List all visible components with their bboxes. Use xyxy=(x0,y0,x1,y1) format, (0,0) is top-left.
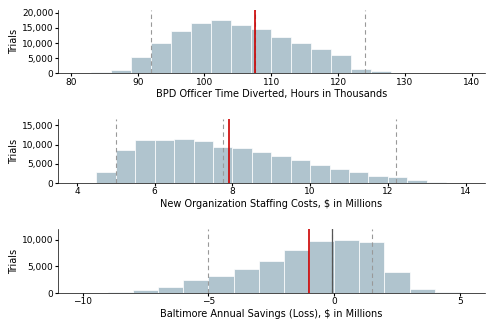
Bar xyxy=(183,280,208,293)
Bar xyxy=(332,55,351,73)
Bar xyxy=(96,172,116,183)
Bar xyxy=(252,152,271,183)
Bar xyxy=(290,160,310,183)
Bar xyxy=(271,37,291,73)
Bar xyxy=(349,172,368,183)
Bar xyxy=(116,150,135,183)
Bar xyxy=(151,43,171,73)
Bar xyxy=(388,177,407,183)
Y-axis label: Trials: Trials xyxy=(9,29,19,54)
Bar xyxy=(231,25,251,73)
Bar xyxy=(384,272,409,293)
Bar xyxy=(426,182,446,183)
Bar xyxy=(284,251,309,293)
Bar xyxy=(258,261,284,293)
Bar xyxy=(191,23,211,73)
Bar xyxy=(158,287,183,293)
Bar xyxy=(392,72,411,73)
Bar xyxy=(174,139,194,183)
Bar xyxy=(292,43,312,73)
Bar xyxy=(312,49,332,73)
Bar xyxy=(111,70,131,73)
Y-axis label: Trials: Trials xyxy=(9,249,19,274)
Bar xyxy=(133,290,158,293)
Bar xyxy=(171,31,191,73)
Bar xyxy=(271,156,290,183)
Bar xyxy=(410,289,434,293)
Bar xyxy=(213,147,233,183)
Bar xyxy=(408,180,426,183)
Bar xyxy=(131,57,151,73)
Bar xyxy=(309,241,334,293)
Bar xyxy=(310,165,330,183)
Bar xyxy=(360,242,384,293)
Bar xyxy=(211,20,231,73)
X-axis label: Baltimore Annual Savings (Loss), $ in Millions: Baltimore Annual Savings (Loss), $ in Mi… xyxy=(160,309,382,319)
Bar xyxy=(234,269,258,293)
Y-axis label: Trials: Trials xyxy=(9,139,19,164)
Bar xyxy=(352,69,372,73)
Bar xyxy=(91,72,111,73)
Bar xyxy=(368,175,388,183)
X-axis label: New Organization Staffing Costs, $ in Millions: New Organization Staffing Costs, $ in Mi… xyxy=(160,199,382,209)
Bar xyxy=(194,141,213,183)
Bar xyxy=(334,240,359,293)
X-axis label: BPD Officer Time Diverted, Hours in Thousands: BPD Officer Time Diverted, Hours in Thou… xyxy=(156,90,387,99)
Bar xyxy=(208,276,234,293)
Bar xyxy=(434,292,460,293)
Bar xyxy=(154,140,174,183)
Bar xyxy=(251,29,271,73)
Bar xyxy=(372,71,392,73)
Bar xyxy=(330,168,349,183)
Bar xyxy=(232,148,252,183)
Bar xyxy=(135,139,154,183)
Bar xyxy=(108,292,133,293)
